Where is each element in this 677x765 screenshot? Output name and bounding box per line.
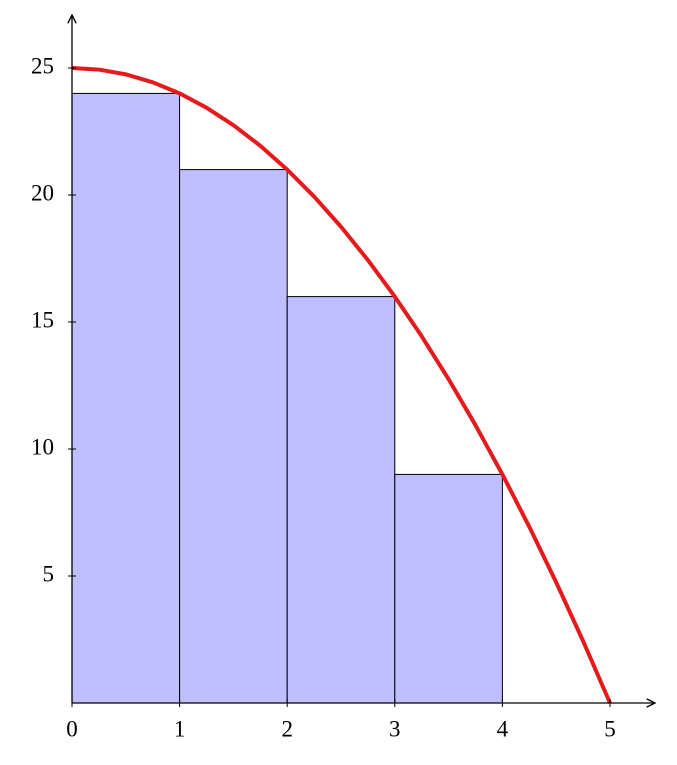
- x-tick-label: 2: [281, 716, 293, 741]
- y-tick-label: 15: [31, 307, 54, 332]
- y-tick-label: 20: [31, 180, 54, 205]
- y-tick-label: 5: [43, 561, 55, 586]
- x-tick-label: 0: [66, 716, 78, 741]
- bar: [286, 296, 396, 704]
- y-tick-label: 10: [31, 434, 54, 459]
- x-tick-label: 1: [174, 716, 186, 741]
- x-tick-label: 4: [497, 716, 509, 741]
- x-tick-label: 3: [389, 716, 401, 741]
- bar: [394, 473, 503, 704]
- bar: [179, 169, 288, 704]
- x-tick-label: 5: [604, 716, 616, 741]
- curve: [71, 66, 612, 704]
- y-tick-label: 25: [31, 53, 54, 78]
- bar: [71, 92, 181, 704]
